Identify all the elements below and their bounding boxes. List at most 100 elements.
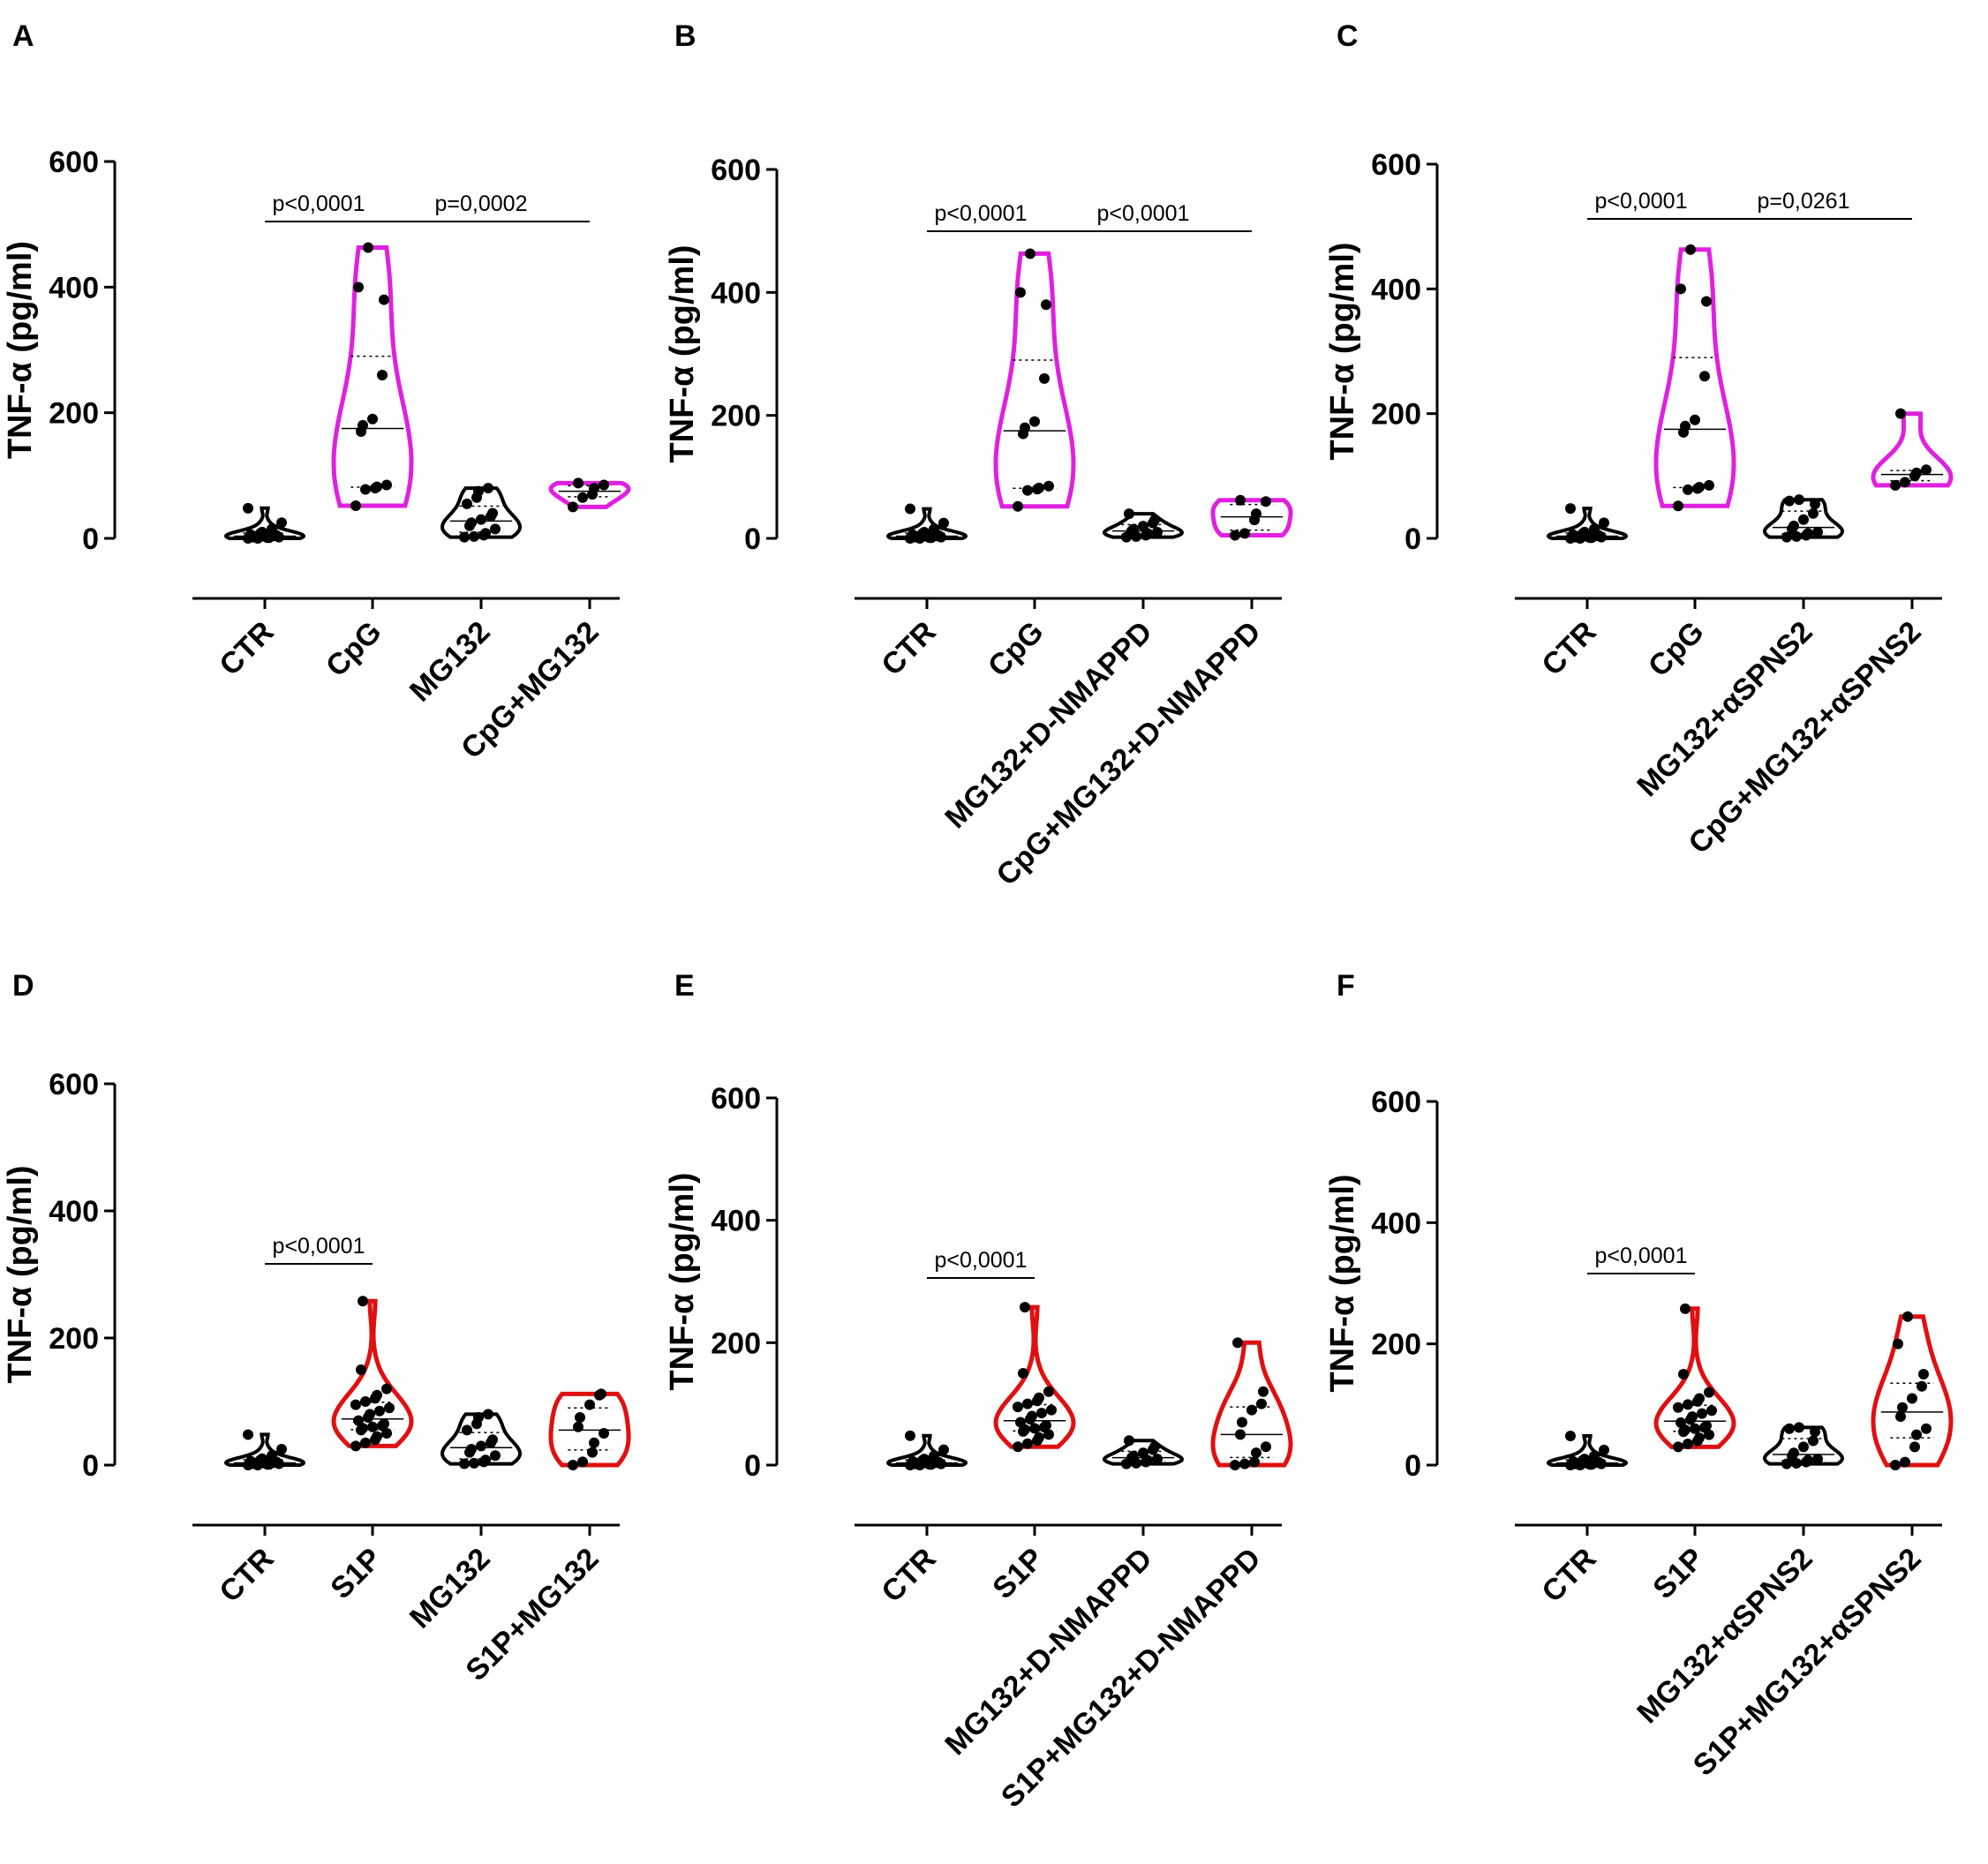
y-tick-label: 600 (49, 146, 99, 179)
data-point (360, 1396, 371, 1407)
data-point (1568, 1455, 1578, 1467)
y-axis-label: TNF-α (pg/ml) (664, 244, 701, 462)
y-tick-label: 400 (711, 276, 761, 310)
data-point (1039, 372, 1050, 384)
data-point (1256, 1398, 1267, 1409)
data-point (1138, 521, 1148, 532)
data-point (1034, 1432, 1044, 1443)
data-point (589, 483, 599, 494)
data-point (1149, 1441, 1160, 1453)
y-tick-label: 0 (1404, 1449, 1421, 1483)
data-point (568, 1460, 578, 1470)
data-point (372, 1431, 382, 1442)
data-point (1015, 1417, 1026, 1428)
data-point (1149, 515, 1160, 526)
data-point (1687, 1411, 1698, 1423)
data-point (1675, 283, 1686, 295)
data-point (1784, 495, 1795, 507)
data-point (1673, 1402, 1683, 1413)
y-tick-label: 200 (49, 397, 99, 431)
data-point (469, 530, 479, 542)
data-point (1022, 1398, 1033, 1409)
data-point (473, 1412, 484, 1423)
data-point (1678, 1369, 1689, 1379)
data-point (1128, 1450, 1139, 1462)
data-point (353, 282, 364, 293)
data-point (589, 1437, 599, 1448)
y-tick-label: 600 (711, 1082, 761, 1116)
data-point (267, 1450, 277, 1462)
violin-outline (993, 1304, 1076, 1449)
data-point (1694, 482, 1705, 493)
p-value-label: p<0,0001 (1595, 189, 1688, 214)
data-point (1683, 1438, 1693, 1449)
data-point (358, 419, 368, 431)
data-point (480, 1454, 491, 1466)
data-point (1568, 529, 1578, 540)
data-point (1685, 244, 1696, 255)
panel-letter: A (12, 19, 34, 53)
data-point (1694, 1393, 1705, 1404)
panel-letter: B (674, 19, 697, 53)
data-point (374, 1405, 385, 1417)
data-point (587, 1447, 598, 1458)
data-point (245, 529, 256, 540)
data-point (360, 484, 371, 495)
data-point (1704, 1387, 1714, 1398)
data-point (919, 527, 930, 538)
data-point (1020, 422, 1030, 433)
data-point (1893, 1338, 1903, 1349)
y-tick-label: 200 (1371, 1328, 1421, 1362)
data-point (1589, 523, 1600, 535)
y-tick-label: 400 (1371, 273, 1421, 306)
data-point (459, 1458, 470, 1469)
data-point (245, 1455, 256, 1467)
data-point (1701, 1420, 1712, 1432)
data-point (573, 477, 584, 489)
data-point (919, 1454, 930, 1465)
y-tick-label: 600 (1371, 148, 1421, 182)
data-point (1683, 1399, 1693, 1410)
data-point (1895, 408, 1906, 419)
violin-outline (885, 1433, 968, 1467)
data-point (483, 483, 493, 494)
p-value-label: p<0,0001 (1595, 1244, 1688, 1268)
data-point (267, 523, 277, 535)
data-point (584, 1399, 595, 1410)
violin-outline (1653, 1306, 1736, 1449)
data-point (379, 294, 389, 305)
data-point (1916, 1380, 1927, 1392)
data-point (599, 479, 609, 491)
p-value-label: p<0,0001 (935, 1248, 1028, 1273)
y-tick-label: 200 (711, 1327, 761, 1360)
data-point (350, 1399, 361, 1410)
data-point (353, 1415, 364, 1426)
violin-outline (1871, 1314, 1954, 1468)
data-point (367, 413, 378, 425)
data-point (243, 502, 253, 514)
data-point (1902, 1311, 1913, 1322)
data-point (379, 1418, 389, 1430)
data-point (1235, 494, 1246, 506)
data-point (1706, 1405, 1717, 1417)
data-point (938, 517, 949, 529)
data-point (1029, 416, 1040, 427)
data-point (1230, 530, 1240, 541)
data-point (568, 501, 578, 513)
data-point (1673, 1441, 1683, 1453)
data-point (1690, 414, 1700, 425)
data-point (490, 1450, 501, 1462)
data-point (905, 1430, 915, 1441)
data-point (1124, 508, 1134, 520)
data-point (1251, 508, 1261, 520)
data-point (1788, 1447, 1799, 1459)
data-point (257, 526, 267, 537)
p-value-label: p<0,0001 (273, 192, 365, 216)
data-point (1810, 1426, 1820, 1438)
data-point (1237, 1417, 1247, 1428)
data-point (1794, 494, 1804, 506)
data-point (1599, 1444, 1609, 1455)
data-point (599, 1428, 609, 1439)
data-point (1694, 1432, 1705, 1444)
